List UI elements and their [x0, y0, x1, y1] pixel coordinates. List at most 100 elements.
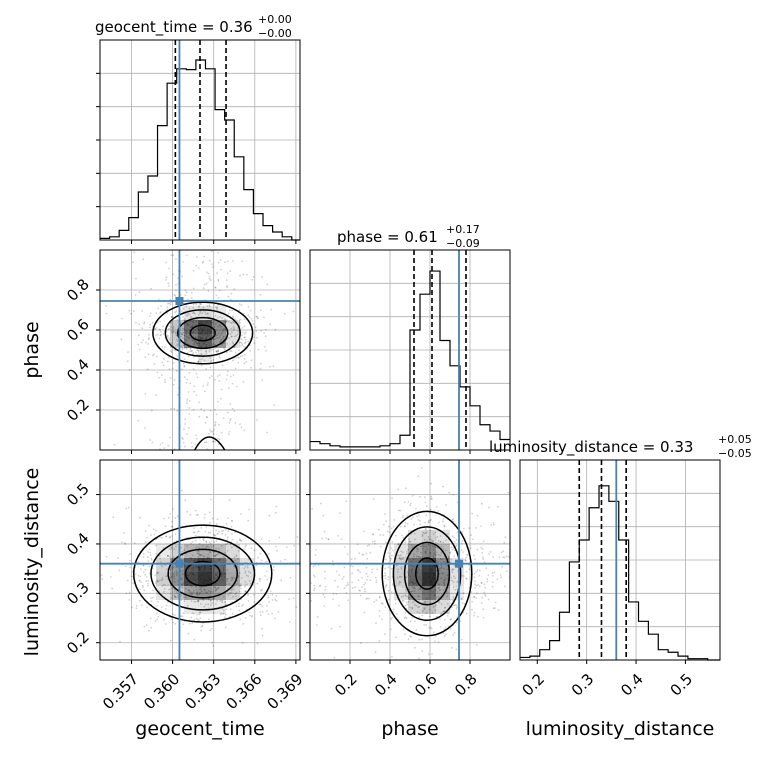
sample-point — [402, 514, 405, 517]
density-cell — [170, 320, 184, 334]
sample-point — [461, 575, 464, 577]
sample-point — [166, 555, 169, 557]
sample-point — [200, 554, 203, 556]
contour-line — [167, 548, 239, 599]
sample-point — [475, 570, 478, 573]
sample-point — [427, 521, 430, 524]
sample-point — [175, 338, 178, 341]
sample-point — [231, 309, 234, 312]
sample-point — [165, 535, 168, 538]
sample-point — [253, 549, 256, 552]
sample-point — [453, 604, 456, 607]
sample-point — [172, 327, 175, 330]
sample-point — [128, 591, 131, 594]
sample-point — [138, 579, 141, 582]
sample-point — [170, 348, 172, 351]
sample-point — [212, 440, 215, 442]
sample-point — [129, 566, 131, 569]
sample-point — [356, 568, 359, 571]
density-cell — [422, 600, 436, 614]
sample-point — [172, 613, 175, 616]
sample-point — [405, 576, 408, 578]
sample-point — [443, 582, 446, 585]
sample-point — [225, 608, 228, 611]
scatter-geocent-time-vs-phase-density — [105, 250, 295, 450]
sample-point — [384, 567, 386, 570]
sample-point — [190, 291, 193, 294]
sample-point — [511, 615, 513, 617]
sample-point — [185, 305, 188, 308]
sample-point — [426, 505, 428, 508]
sample-point — [211, 591, 214, 593]
sample-point — [189, 313, 191, 316]
sample-point — [159, 320, 162, 323]
sample-point — [229, 309, 231, 312]
sample-point — [212, 597, 215, 600]
sample-point — [375, 581, 378, 584]
sample-point — [154, 328, 157, 330]
sample-point — [387, 525, 390, 528]
sample-point — [264, 575, 266, 577]
sample-point — [434, 609, 437, 612]
sample-point — [415, 604, 418, 607]
sample-point — [224, 551, 227, 554]
sample-point — [259, 578, 261, 580]
sample-point — [432, 539, 434, 542]
sample-point — [215, 306, 217, 308]
sample-point — [417, 606, 420, 609]
sample-point — [190, 350, 193, 353]
sample-point — [438, 583, 441, 586]
sample-point — [384, 633, 386, 636]
sample-point — [241, 331, 244, 334]
sample-point — [241, 342, 243, 345]
sample-point — [405, 595, 408, 598]
sample-point — [145, 576, 148, 578]
sample-point — [465, 577, 467, 580]
sample-point — [403, 617, 406, 619]
sample-point — [168, 368, 171, 371]
sample-point — [215, 350, 218, 353]
sample-point — [258, 603, 261, 606]
sample-point — [171, 587, 173, 590]
sample-point — [437, 539, 440, 542]
sample-point — [237, 576, 240, 578]
x-tick-label: 0.360 — [140, 670, 183, 713]
sample-point — [155, 312, 158, 314]
sample-point — [313, 589, 315, 592]
sample-point — [128, 369, 131, 371]
sample-point — [456, 621, 458, 624]
sample-point — [402, 558, 404, 560]
sample-point — [408, 596, 411, 599]
sample-point — [232, 357, 235, 360]
sample-point — [186, 400, 188, 402]
sample-point — [426, 548, 428, 551]
sample-point — [407, 601, 410, 603]
sample-point — [213, 541, 216, 544]
sample-point — [196, 349, 199, 352]
sample-point — [439, 540, 442, 543]
sample-point — [502, 556, 505, 559]
sample-point — [237, 330, 240, 332]
sample-point — [442, 485, 444, 488]
sample-point — [203, 605, 206, 608]
sample-point — [148, 548, 151, 551]
sample-point — [445, 504, 447, 506]
sample-point — [360, 642, 362, 645]
sample-point — [392, 525, 395, 528]
sample-point — [203, 589, 206, 591]
sample-point — [231, 588, 234, 590]
density-cell — [226, 558, 240, 572]
sample-point — [230, 591, 233, 594]
sample-point — [171, 521, 173, 523]
sample-point — [205, 540, 208, 543]
sample-point — [452, 581, 455, 583]
sample-point — [397, 543, 399, 546]
sample-point — [428, 627, 431, 629]
sample-point — [173, 577, 176, 580]
sample-point — [230, 577, 233, 580]
sample-point — [228, 430, 231, 433]
sample-point — [452, 604, 455, 607]
sample-point — [416, 515, 418, 518]
sample-point — [346, 581, 349, 584]
sample-point — [183, 358, 186, 360]
